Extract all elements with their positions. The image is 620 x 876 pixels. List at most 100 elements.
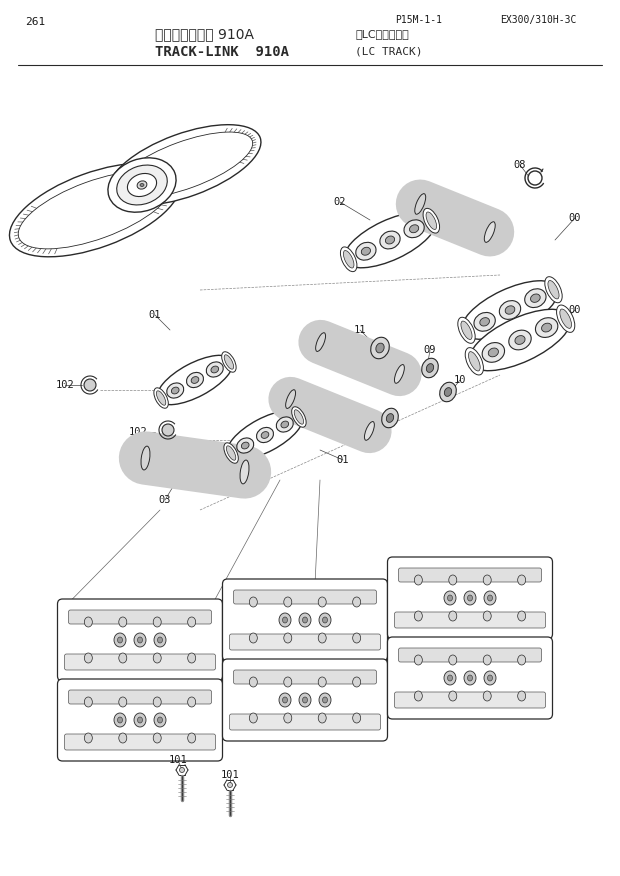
Ellipse shape	[449, 655, 457, 665]
Ellipse shape	[531, 294, 540, 302]
Ellipse shape	[449, 611, 457, 621]
Text: 101: 101	[221, 770, 239, 780]
Ellipse shape	[249, 677, 257, 687]
Ellipse shape	[154, 633, 166, 647]
Text: 02: 02	[334, 197, 346, 207]
Ellipse shape	[303, 697, 308, 703]
FancyBboxPatch shape	[58, 599, 223, 681]
Ellipse shape	[469, 351, 480, 371]
Ellipse shape	[487, 595, 492, 601]
Ellipse shape	[227, 410, 303, 460]
Ellipse shape	[426, 212, 436, 230]
Text: 03: 03	[159, 495, 171, 505]
Ellipse shape	[480, 318, 489, 326]
Text: (LC TRACK): (LC TRACK)	[355, 47, 422, 57]
Ellipse shape	[211, 366, 219, 373]
Text: トラックリンク 910A: トラックリンク 910A	[155, 27, 254, 41]
Ellipse shape	[319, 613, 331, 627]
FancyBboxPatch shape	[64, 654, 216, 670]
Ellipse shape	[548, 280, 559, 299]
Ellipse shape	[191, 377, 199, 384]
Ellipse shape	[415, 194, 426, 215]
Ellipse shape	[414, 611, 422, 621]
Ellipse shape	[483, 575, 491, 585]
Ellipse shape	[226, 446, 236, 460]
Ellipse shape	[167, 383, 184, 398]
Ellipse shape	[153, 617, 161, 627]
Ellipse shape	[257, 427, 273, 442]
Ellipse shape	[279, 693, 291, 707]
Ellipse shape	[228, 782, 232, 788]
Ellipse shape	[171, 387, 179, 394]
Ellipse shape	[318, 597, 326, 607]
Ellipse shape	[117, 165, 167, 205]
Ellipse shape	[458, 317, 475, 343]
Ellipse shape	[188, 653, 196, 663]
Ellipse shape	[483, 655, 491, 665]
FancyBboxPatch shape	[64, 734, 216, 750]
Ellipse shape	[299, 693, 311, 707]
Text: 261: 261	[25, 17, 45, 27]
Ellipse shape	[119, 653, 126, 663]
Ellipse shape	[187, 372, 203, 387]
Ellipse shape	[380, 231, 400, 249]
Ellipse shape	[153, 733, 161, 743]
Ellipse shape	[119, 733, 126, 743]
Ellipse shape	[249, 597, 257, 607]
Ellipse shape	[206, 362, 223, 377]
Ellipse shape	[356, 243, 376, 260]
Ellipse shape	[427, 364, 433, 372]
Ellipse shape	[109, 124, 261, 205]
Text: 102: 102	[56, 380, 74, 390]
Ellipse shape	[118, 717, 123, 723]
Ellipse shape	[277, 417, 293, 432]
Ellipse shape	[322, 617, 327, 623]
Text: 103: 103	[71, 613, 89, 623]
Ellipse shape	[484, 591, 496, 605]
FancyBboxPatch shape	[399, 568, 541, 582]
Ellipse shape	[138, 637, 143, 643]
Ellipse shape	[414, 691, 422, 701]
Ellipse shape	[560, 309, 572, 328]
Ellipse shape	[108, 158, 176, 212]
Text: TRACK-LINK  910A: TRACK-LINK 910A	[155, 45, 289, 59]
Text: EX300/310H-3C: EX300/310H-3C	[500, 15, 577, 25]
Ellipse shape	[114, 633, 126, 647]
FancyBboxPatch shape	[223, 659, 388, 741]
Ellipse shape	[153, 653, 161, 663]
Ellipse shape	[448, 595, 453, 601]
Ellipse shape	[371, 337, 389, 359]
Text: 10: 10	[454, 375, 466, 385]
Ellipse shape	[224, 355, 234, 369]
Ellipse shape	[84, 617, 92, 627]
Ellipse shape	[222, 352, 236, 372]
FancyBboxPatch shape	[223, 579, 388, 661]
Text: （LCトラック）: （LCトラック）	[355, 29, 409, 39]
Ellipse shape	[467, 595, 472, 601]
Text: 05: 05	[416, 191, 428, 201]
Ellipse shape	[284, 677, 292, 687]
Ellipse shape	[449, 575, 457, 585]
Text: P15M-1-1: P15M-1-1	[395, 15, 442, 25]
Ellipse shape	[128, 173, 157, 196]
Ellipse shape	[545, 277, 562, 303]
Ellipse shape	[9, 163, 180, 257]
Ellipse shape	[489, 348, 498, 357]
Ellipse shape	[137, 180, 147, 189]
Ellipse shape	[117, 132, 253, 198]
Ellipse shape	[118, 637, 123, 643]
Ellipse shape	[414, 655, 422, 665]
Ellipse shape	[279, 613, 291, 627]
Ellipse shape	[157, 717, 162, 723]
FancyBboxPatch shape	[399, 648, 541, 662]
Ellipse shape	[114, 713, 126, 727]
Ellipse shape	[361, 247, 371, 255]
Text: 07: 07	[284, 385, 296, 395]
Ellipse shape	[319, 693, 331, 707]
Ellipse shape	[518, 611, 526, 621]
Ellipse shape	[156, 391, 166, 406]
Ellipse shape	[464, 591, 476, 605]
Ellipse shape	[461, 321, 472, 340]
Ellipse shape	[299, 613, 311, 627]
Ellipse shape	[448, 675, 453, 681]
